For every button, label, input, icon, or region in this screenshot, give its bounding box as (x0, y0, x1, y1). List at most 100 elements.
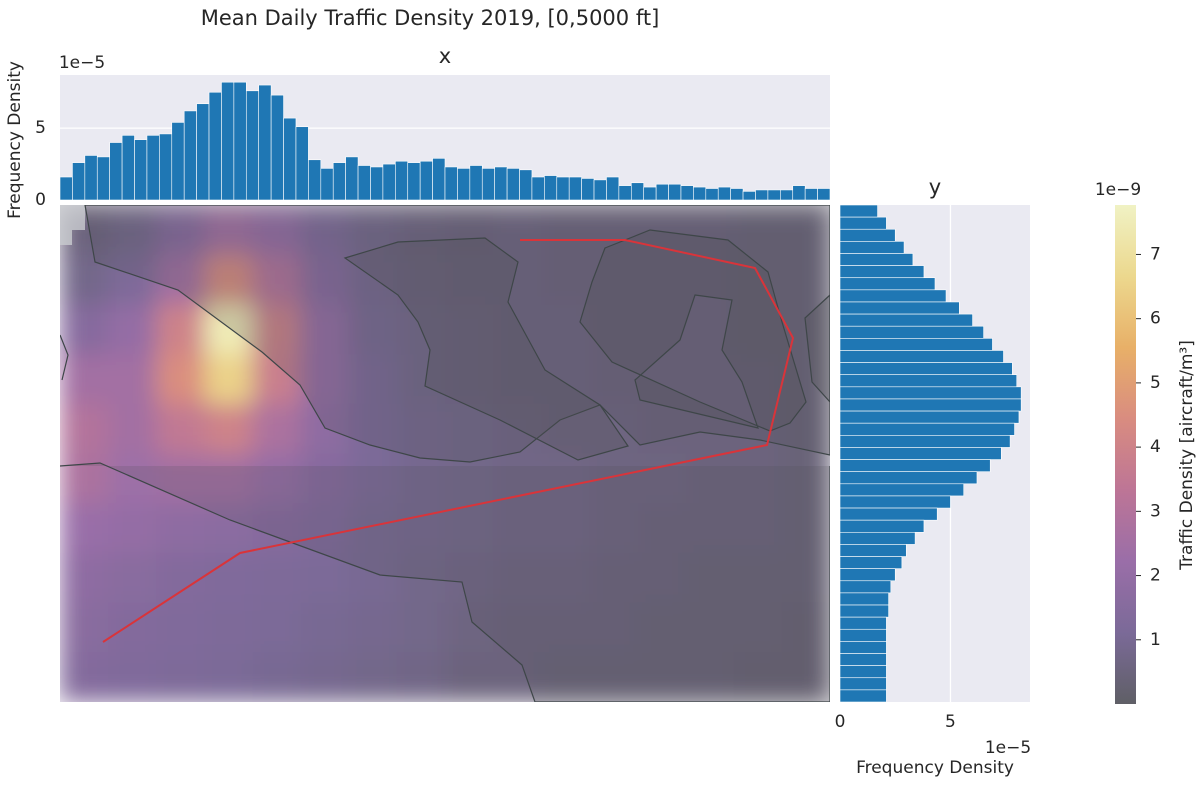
bar (839, 531, 916, 545)
heat-cell (541, 304, 590, 355)
coast (60, 334, 69, 381)
heat-cell (396, 205, 446, 256)
heat-cell (108, 304, 157, 355)
island (343, 237, 629, 461)
heat-cell (781, 453, 830, 504)
heat-cell (541, 503, 590, 554)
heat-cell (204, 652, 253, 702)
bar (839, 544, 907, 557)
heat-cell (156, 254, 205, 305)
heat-cell (156, 453, 205, 504)
bar (544, 175, 558, 201)
heat-cell (685, 453, 735, 504)
heat-cell (300, 304, 350, 355)
heat-cell (252, 304, 302, 355)
bar (370, 166, 384, 201)
bar (839, 483, 965, 497)
bar (839, 241, 905, 254)
bar (630, 182, 645, 201)
heat-cell (348, 205, 398, 256)
heat-cell (108, 503, 157, 554)
heat-cell (60, 354, 109, 405)
heat-cell (637, 503, 687, 554)
colorbar-tick-label: 5 (1150, 373, 1161, 393)
bar (245, 90, 260, 201)
route (102, 239, 795, 643)
bar (96, 156, 110, 201)
bar (320, 168, 334, 201)
bar (270, 94, 284, 201)
heat-cell (733, 552, 783, 604)
heat-cell (348, 453, 398, 504)
heat-cell (204, 602, 253, 653)
heat-cell (637, 453, 687, 504)
bar (72, 162, 86, 201)
bar (680, 185, 694, 201)
bar (755, 189, 769, 201)
heat-cell (108, 205, 157, 256)
bar (419, 160, 433, 201)
heat-cell (300, 602, 350, 653)
heat-cell (60, 602, 109, 653)
heat-cell (108, 354, 157, 405)
bar (742, 191, 756, 201)
bar (839, 362, 1013, 376)
heat-cell (493, 354, 542, 405)
heat-cell (589, 205, 638, 256)
heat-cell (204, 254, 253, 305)
heat-cell (637, 354, 687, 405)
bar (839, 641, 887, 654)
land-patch (60, 205, 85, 245)
bar (457, 168, 471, 201)
heat-cell (589, 652, 638, 702)
colorbar-tick-label: 3 (1150, 501, 1161, 521)
heat-cell (300, 503, 350, 554)
heat-cell (589, 552, 638, 604)
heat-cell (445, 652, 494, 702)
heat-cell (60, 652, 109, 702)
bar (519, 169, 533, 201)
heat-cell (445, 552, 494, 604)
heat-cell (252, 205, 302, 256)
bar (839, 350, 1004, 363)
bar (568, 176, 582, 201)
heat-cell (252, 453, 302, 504)
bar (345, 156, 359, 201)
heat-cell (252, 652, 302, 702)
bar (839, 204, 878, 218)
heat-cell (60, 304, 109, 355)
x-hist-scale: 1e−5 (59, 53, 105, 73)
heat-cell (541, 552, 590, 604)
heat-cell (300, 652, 350, 702)
bar (531, 176, 545, 201)
heat-cell (637, 552, 687, 604)
heat-cell (781, 205, 830, 256)
bar (817, 188, 831, 201)
coast (60, 462, 830, 702)
bar (839, 507, 938, 521)
heat-cell (156, 304, 205, 355)
bar (407, 162, 421, 201)
bar (839, 459, 991, 472)
bar (556, 176, 570, 201)
heat-cell (445, 205, 494, 256)
bar (839, 653, 887, 666)
heat-cell (396, 453, 446, 504)
heat-cell (445, 403, 494, 454)
bar (839, 325, 984, 339)
heat-cell (348, 602, 398, 653)
heat-cell (396, 403, 446, 454)
bar (444, 166, 458, 201)
bar (693, 186, 707, 201)
bar (233, 81, 247, 201)
heat-cell (589, 453, 638, 504)
heat-cell (108, 403, 157, 454)
bar (839, 422, 1015, 436)
heat-cell (781, 602, 830, 653)
heat-cell (781, 503, 830, 554)
bar (221, 81, 235, 201)
heat-cell (300, 403, 350, 454)
bar (839, 592, 889, 606)
heat-cell (637, 304, 687, 355)
island (804, 294, 830, 403)
